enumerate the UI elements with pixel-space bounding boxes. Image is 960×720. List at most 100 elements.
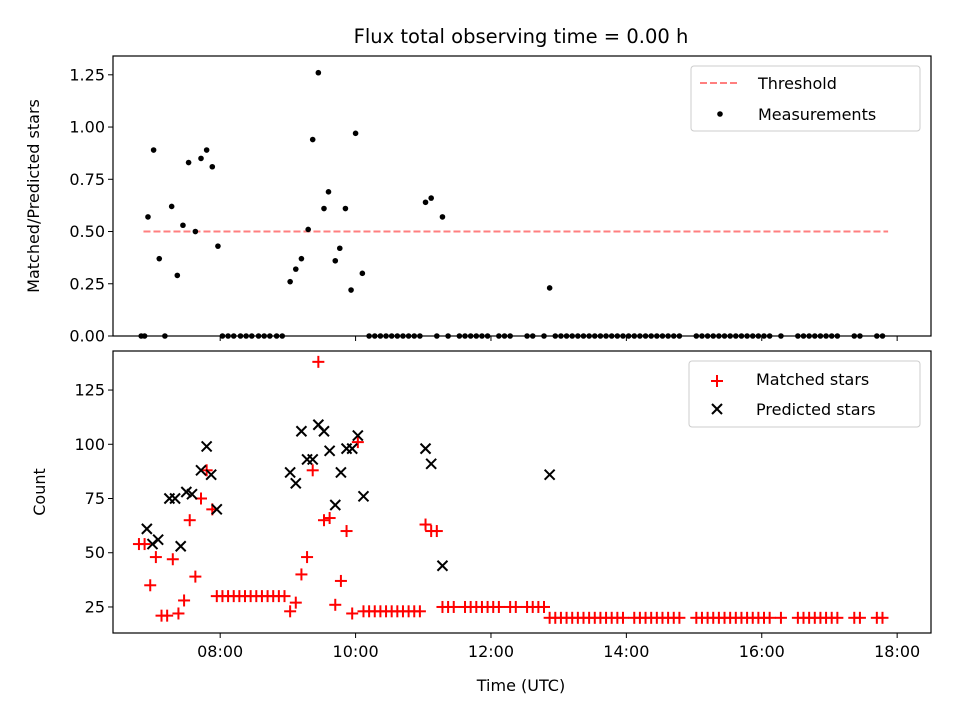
matched-stars-point [509,600,522,613]
matched-stars-point [340,525,353,538]
y-tick-label: 0.00 [69,327,105,346]
legend-predicted-swatch [711,403,723,415]
y-tick-label: 100 [74,435,105,454]
predicted-stars-point [306,453,319,466]
predicted-stars-point [425,458,437,470]
predicted-stars-point [335,466,347,479]
predicted-stars-point [152,534,164,546]
matched-stars-point [673,611,686,624]
matched-stars-point [538,600,551,613]
matched-stars-point [774,611,787,624]
measurement-point [321,205,327,212]
measurement-point [348,287,354,293]
y-tick-label: 0.75 [69,170,105,189]
matched-stars-point [149,551,162,564]
measurement-point [180,222,186,229]
top-plot: 0.00 0.25 0.50 0.75 1.00 1.25 Matched/Predict… [24,55,932,346]
measurement-point [309,136,316,143]
predicted-stars-point [346,442,358,455]
predicted-stars-point [419,442,432,455]
measurement-point [439,214,446,220]
x-tick-label: 16:00 [739,642,785,661]
matched-stars-point [346,607,359,620]
bottom-plot-frame [112,350,932,634]
measurement-point [287,278,293,285]
matched-stars-point [189,570,202,583]
measurement-point [156,255,163,262]
matched-stars-point [289,596,302,609]
measurement-point [422,199,429,206]
measurement-point [198,155,204,162]
top-y-axis: 0.00 0.25 0.50 0.75 1.00 1.25 [69,65,113,346]
legend-measurements-swatch [717,111,723,117]
matched-stars-point [161,609,174,622]
predicted-stars-point [195,464,207,477]
legend-matched-label: Matched stars [756,370,869,389]
matched-stars-point [334,574,347,587]
matched-stars-point [295,568,308,581]
predicted-stars-point [543,468,556,481]
measurement-point [174,272,181,279]
top-legend-box [690,65,921,132]
matched-stars-point [301,551,314,564]
measurement-point [325,189,332,195]
measurement-point [150,147,157,153]
predicted-stars-point [169,492,181,505]
matched-stars-point [831,611,844,624]
bottom-legend: Matched stars Predicted stars [688,360,921,428]
y-tick-label: 75 [85,489,105,508]
measurement-point [359,270,366,277]
predicted-stars-point [318,425,330,437]
measurement-point [192,228,199,235]
predicted-stars-point [205,468,217,481]
measurement-point [209,163,216,170]
bottom-legend-box [688,360,921,428]
bottom-plot-marks [132,355,889,624]
predicted-stars-point [357,490,370,503]
predicted-stars-point [141,523,153,535]
matched-stars-point [183,514,196,527]
predicted-stars-point [174,540,187,552]
y-tick-label: 1.00 [69,118,105,137]
measurement-point [298,255,305,262]
predicted-stars-point [186,488,198,500]
predicted-stars-point [323,445,336,457]
predicted-stars-point [352,429,364,442]
matched-stars-point [306,464,319,477]
chart-title: Flux total observing time = 0.00 h [354,25,689,48]
measurement-point [332,257,339,264]
x-tick-label: 10:00 [333,642,379,661]
measurement-point [168,203,175,210]
top-x-axis [219,336,898,341]
matched-stars-point [616,611,629,624]
measurement-point [342,205,349,212]
matched-stars-point [492,600,505,613]
legend-threshold-label: Threshold [757,74,837,93]
x-tick-label: 08:00 [197,642,243,661]
y-tick-label: 0.50 [69,222,105,241]
measurement-point [428,195,434,201]
top-y-axis-label: Matched/Predicted stars [24,99,43,293]
top-legend: Threshold Measurements [690,65,921,132]
predicted-stars-point [200,440,213,453]
matched-stars-point [876,611,889,624]
predicted-stars-point [329,499,341,511]
matched-stars-point [323,512,336,525]
measurement-point [203,147,210,153]
matched-stars-point [447,600,460,613]
matched-stars-point [419,518,432,531]
matched-stars-point [763,611,776,624]
legend-predicted-label: Predicted stars [756,400,876,419]
matched-stars-point [138,538,151,551]
matched-stars-point [144,579,157,592]
measurement-point [185,159,192,166]
top-plot-frame [112,55,932,337]
predicted-stars-point [436,560,449,572]
measurement-point [352,130,359,137]
matched-stars-point [166,553,179,566]
matched-stars-point [178,594,191,607]
matched-stars-point [284,605,297,618]
y-tick-label: 25 [85,597,105,616]
y-tick-label: 125 [74,381,105,400]
matched-stars-point [413,605,426,618]
